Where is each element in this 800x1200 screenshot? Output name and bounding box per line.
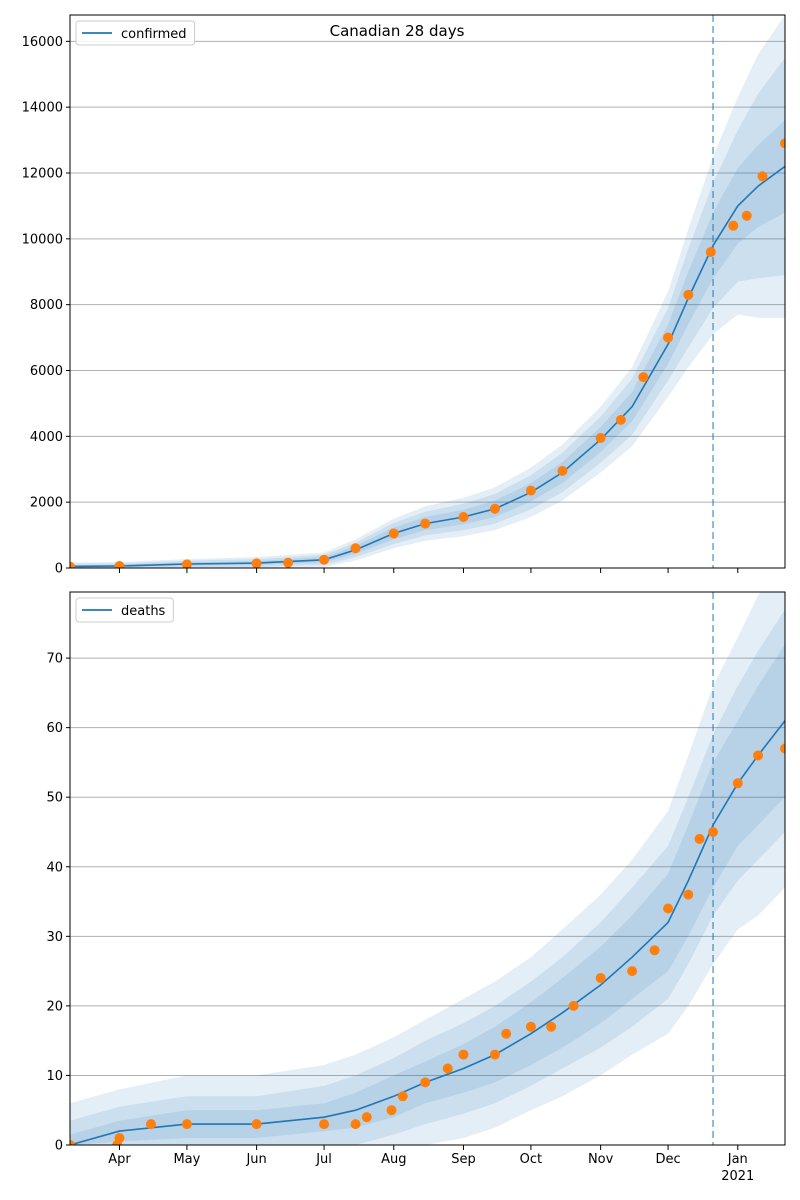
x-tick-label: Sep [451,1152,476,1167]
uncertainty-band [70,609,785,1145]
observed-point [663,332,674,343]
uncertainty-band [70,644,785,1145]
observed-point [595,973,606,984]
observed-point [361,1112,372,1123]
y-tick-label: 14000 [22,101,63,116]
observed-point [420,1077,431,1088]
legend: deaths [75,597,174,623]
x-tick-label: Aug [381,1152,406,1167]
y-tick-label: 12000 [22,167,63,182]
x-year-label: 2021 [721,1169,754,1184]
observed-point [114,1133,125,1144]
x-tick-label: Jan [727,1152,748,1167]
observed-point [546,1021,557,1032]
uncertainty-band [70,57,785,568]
observed-point [741,210,752,221]
observed-point [780,138,785,149]
observed-point [386,1105,397,1116]
x-tick-label: Oct [520,1152,542,1167]
x-tick-label: May [173,1152,200,1167]
observed-point [388,528,399,539]
axes-frame [69,14,786,569]
observed-point [525,485,536,496]
observed-point [627,966,638,977]
observed-point [615,414,626,425]
confirmed-panel: 0 2000 4000 6000 8000 10000 12000 14000 16000 con… [22,14,786,577]
observed-point [70,561,75,568]
observed-point [568,1000,579,1011]
legend-label: deaths [121,604,166,619]
observed-point [251,558,262,568]
y-tick-label: 0 [55,1139,63,1154]
observed-point [728,220,739,231]
observed-point [780,743,785,754]
observed-point [458,1049,469,1060]
observed-point [442,1063,453,1074]
observed-point [683,289,694,300]
y-tick-label: 0 [55,562,63,577]
x-tick-label: Nov [588,1152,614,1167]
observed-point [525,1021,536,1032]
observed-point [705,247,716,257]
observed-point [663,903,674,914]
observed-point [683,889,694,900]
y-tick-label: 2000 [30,496,63,511]
y-tick-label: 8000 [30,298,63,313]
observed-point [753,750,764,761]
x-tick-label: Jul [315,1152,332,1167]
observed-point [757,171,768,182]
observed-point [181,559,192,568]
y-tick-label: 16000 [22,35,63,50]
plot-area [70,15,785,568]
observed-point [420,518,431,529]
observed-point [251,1119,262,1130]
plot-area [70,592,785,1145]
observed-point [489,503,500,514]
observed-point [501,1028,512,1039]
observed-point [350,1119,361,1130]
observed-point [649,945,660,956]
observed-point [145,1119,156,1130]
y-tick-label: 10 [46,1069,63,1084]
observed-point [595,432,606,443]
observed-point [319,554,330,565]
y-tick-label: 70 [46,652,63,667]
y-tick-label: 6000 [30,364,63,379]
observed-point [397,1091,408,1102]
x-tick-label: Jun [245,1152,266,1167]
uncertainty-band [70,15,785,568]
x-tick-label: Dec [656,1152,681,1167]
y-tick-label: 10000 [22,232,63,247]
x-tick-label: Apr [108,1152,131,1167]
uncertainty-band [70,120,785,568]
y-tick-label: 4000 [30,430,63,445]
observed-point [557,465,568,476]
observed-point [732,778,743,789]
observed-point [350,543,361,554]
legend-label: confirmed [121,27,187,42]
axes-frame [69,591,786,1146]
y-tick-label: 30 [46,930,63,945]
y-tick-label: 40 [46,860,63,875]
y-tick-label: 20 [46,999,63,1014]
observed-point [708,826,719,837]
observed-point [319,1119,330,1130]
uncertainty-band [70,592,785,1145]
observed-point [458,511,469,522]
figure-title: Canadian 28 days [330,22,465,40]
observed-point [489,1049,500,1060]
observed-point [694,833,705,844]
deaths-panel: 0 10 20 30 40 50 60 70 Apr May Jun Jul Aug Sep Oct Nov D… [46,591,786,1184]
legend-box [75,597,174,623]
observed-point [283,557,294,568]
y-tick-label: 50 [46,791,63,806]
legend: confirmed [75,20,196,46]
y-tick-label: 60 [46,721,63,736]
observed-point [638,372,649,383]
observed-point [114,561,125,568]
observed-point [70,1140,75,1145]
legend-box [75,20,196,46]
observed-point [181,1119,192,1130]
